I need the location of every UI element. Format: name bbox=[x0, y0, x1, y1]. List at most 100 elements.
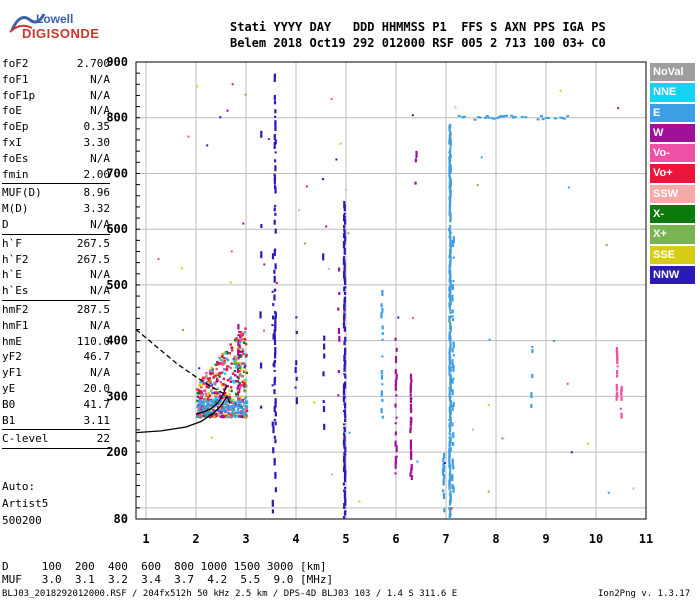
echo-mark bbox=[381, 338, 384, 341]
echo-mark bbox=[220, 407, 224, 410]
echo-mark bbox=[200, 390, 203, 393]
echo-mark bbox=[536, 118, 540, 121]
echo-mark bbox=[219, 399, 223, 402]
echo-mark bbox=[180, 267, 183, 270]
param-separator bbox=[2, 429, 110, 431]
param-name: foF1 bbox=[2, 72, 29, 86]
param-name: fxI bbox=[2, 135, 22, 149]
echo-mark bbox=[343, 367, 346, 372]
echo-mark bbox=[210, 389, 213, 392]
echo-mark bbox=[480, 156, 483, 159]
echo-mark bbox=[197, 408, 200, 411]
echo-mark bbox=[259, 362, 263, 369]
echo-mark bbox=[197, 389, 201, 392]
echo-mark bbox=[337, 307, 340, 311]
echo-mark bbox=[244, 390, 247, 393]
param-name: foF2 bbox=[2, 57, 29, 70]
echo-mark bbox=[448, 472, 451, 477]
echo-mark bbox=[343, 262, 346, 269]
echo-mark bbox=[208, 369, 212, 372]
echo-mark bbox=[381, 307, 384, 313]
echo-mark bbox=[449, 335, 452, 339]
echo-mark bbox=[344, 510, 347, 513]
echo-mark bbox=[203, 376, 207, 379]
x-tick-label: 9 bbox=[542, 532, 549, 546]
echo-mark bbox=[409, 451, 413, 457]
file-info: BLJ03_2018292012000.RSF / 204fx512h 50 k… bbox=[2, 589, 458, 599]
echo-mark bbox=[274, 439, 277, 444]
echo-mark bbox=[221, 397, 224, 400]
echo-mark bbox=[216, 363, 220, 366]
echo-mark bbox=[226, 365, 229, 368]
echo-mark bbox=[273, 75, 276, 83]
echo-mark bbox=[452, 485, 455, 493]
echo-mark bbox=[343, 233, 346, 239]
echo-mark bbox=[238, 406, 242, 409]
param-name: foEp bbox=[2, 120, 29, 134]
auto-artist: Artist5 bbox=[2, 497, 49, 510]
echo-mark bbox=[274, 151, 277, 154]
x-tick-label: 5 bbox=[342, 532, 349, 546]
param-value: 3.32 bbox=[83, 202, 111, 216]
echo-mark bbox=[273, 329, 276, 337]
echo-mark bbox=[239, 415, 242, 418]
echo-mark bbox=[409, 387, 412, 394]
param-separator bbox=[2, 299, 110, 301]
echo-mark bbox=[342, 256, 346, 259]
echo-mark bbox=[229, 380, 233, 383]
legend-entry: Vo+ bbox=[650, 164, 695, 183]
echo-mark bbox=[243, 401, 246, 404]
param-row: foF1 N/A bbox=[2, 72, 110, 88]
echo-mark bbox=[530, 392, 533, 399]
param-name: D bbox=[2, 217, 9, 231]
echo-mark bbox=[448, 373, 451, 377]
echo-mark bbox=[238, 374, 241, 377]
echo-mark bbox=[273, 435, 277, 439]
echo-mark bbox=[202, 409, 205, 412]
echo-mark bbox=[260, 251, 263, 259]
echo-mark bbox=[273, 359, 277, 363]
echo-mark bbox=[206, 403, 209, 406]
echo-mark bbox=[442, 462, 445, 469]
echo-mark bbox=[451, 458, 454, 466]
legend-entry: X- bbox=[650, 205, 695, 224]
echo-mark bbox=[221, 361, 225, 364]
param-name: MUF(D) bbox=[2, 186, 42, 200]
echo-mark bbox=[461, 116, 465, 119]
echo-mark bbox=[219, 116, 222, 119]
x-tick-label: 8 bbox=[492, 532, 499, 546]
echo-mark bbox=[449, 285, 452, 290]
legend-entry: SSW bbox=[650, 184, 695, 204]
echo-mark bbox=[321, 178, 325, 181]
echo-mark bbox=[217, 406, 220, 409]
echo-mark bbox=[342, 409, 346, 412]
echo-mark bbox=[234, 358, 237, 361]
echo-mark bbox=[273, 185, 277, 190]
echo-mark bbox=[229, 386, 233, 389]
echo-mark bbox=[395, 347, 398, 352]
echo-mark bbox=[448, 302, 451, 308]
echo-mark bbox=[616, 365, 619, 368]
echo-mark bbox=[337, 267, 341, 272]
echo-mark bbox=[240, 405, 243, 409]
echo-mark bbox=[452, 377, 455, 380]
echo-mark bbox=[343, 278, 347, 285]
echo-mark bbox=[219, 415, 222, 418]
echo-mark bbox=[209, 411, 213, 414]
echo-mark bbox=[210, 384, 213, 387]
echo-mark bbox=[274, 324, 277, 332]
fit-trace-curve bbox=[195, 384, 228, 415]
echo-mark bbox=[271, 384, 274, 387]
echo-mark bbox=[273, 352, 277, 359]
echo-mark bbox=[487, 116, 491, 119]
echo-mark bbox=[209, 379, 212, 383]
echo-mark bbox=[448, 424, 451, 428]
echo-mark bbox=[343, 409, 346, 416]
echo-mark bbox=[449, 315, 452, 319]
echo-mark bbox=[271, 421, 274, 427]
echo-mark bbox=[240, 350, 243, 353]
echo-mark bbox=[231, 406, 235, 409]
echo-mark bbox=[273, 177, 276, 185]
echo-mark bbox=[225, 409, 228, 412]
